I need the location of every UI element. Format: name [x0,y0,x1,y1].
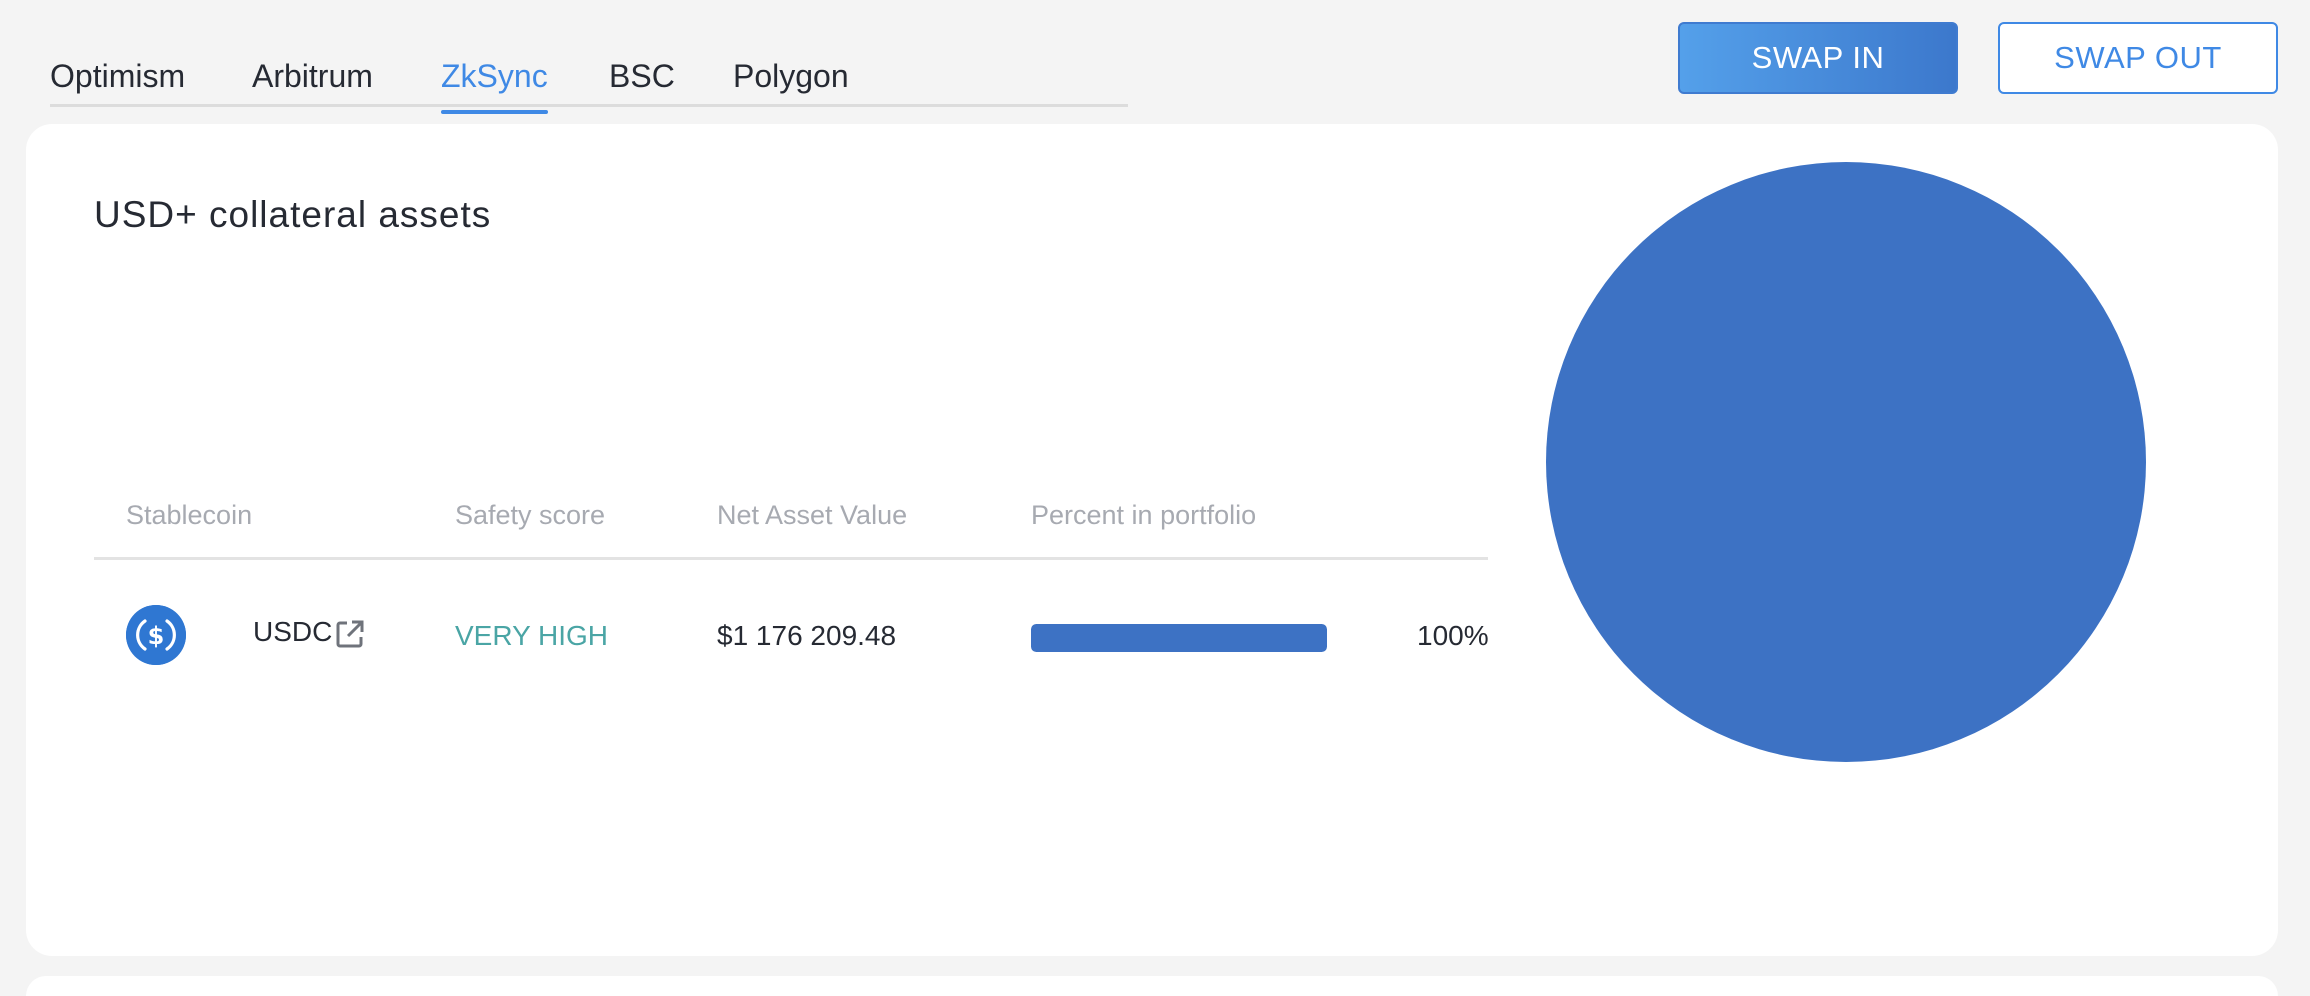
tab-arbitrum[interactable]: Arbitrum [252,58,373,94]
header-safety-score: Safety score [455,500,606,530]
net-asset-value: $1 176 209.48 [717,620,897,651]
external-link-icon[interactable] [334,618,366,650]
table-row: $ USDC VERY HIGH $1 176 209.48 100% [94,600,1489,670]
tab-bsc[interactable]: BSC [609,58,675,94]
network-tabs: Optimism Arbitrum ZkSync BSC Polygon [50,0,1128,114]
percent-value: 100% [1417,620,1489,651]
tab-optimism[interactable]: Optimism [50,58,186,94]
swap-out-button[interactable]: SWAP OUT [1998,22,2278,94]
pie-slice-usdc [1546,162,2146,762]
next-card-edge [26,976,2278,996]
tab-polygon[interactable]: Polygon [733,58,849,94]
svg-text:$: $ [148,622,165,650]
header-stablecoin: Stablecoin [126,500,253,530]
collateral-pie-chart [1546,162,2146,762]
card-title: USD+ collateral assets [94,194,492,235]
table-header: Stablecoin Safety score Net Asset Value … [94,500,1488,560]
stablecoin-name: USDC [253,616,333,647]
tab-zksync[interactable]: ZkSync [441,58,548,114]
usdc-icon: $ [126,605,186,665]
safety-score: VERY HIGH [455,620,609,651]
percent-bar [1031,624,1327,652]
header-percent-in-portfolio: Percent in portfolio [1031,500,1257,530]
swap-in-button[interactable]: SWAP IN [1678,22,1958,94]
percent-bar-fill [1031,624,1327,652]
header-net-asset-value: Net Asset Value [717,500,908,530]
